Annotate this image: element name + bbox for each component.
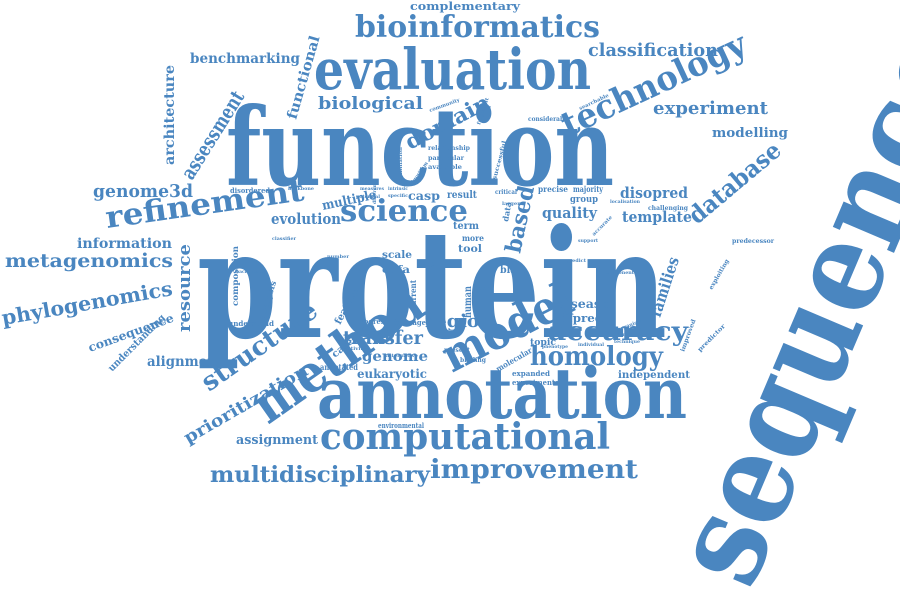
word-challenging: challenging bbox=[648, 205, 689, 212]
word-larger: larger bbox=[502, 201, 520, 207]
word-genome: genome bbox=[362, 349, 428, 365]
word-genome3d: genome3d bbox=[93, 181, 193, 202]
word-show: show bbox=[474, 285, 493, 292]
word-majority: majority bbox=[573, 184, 603, 194]
word-relationship: relationship bbox=[428, 145, 470, 152]
word-predictor: predictor bbox=[696, 322, 727, 353]
word-composition: composition bbox=[230, 246, 240, 306]
word-biological: biological bbox=[318, 94, 424, 114]
word-activity: activity bbox=[344, 346, 367, 352]
word-structural: structural bbox=[618, 332, 644, 338]
word-technique: technique bbox=[614, 339, 640, 345]
word-modelling: modelling bbox=[712, 126, 788, 141]
word-ffpred: ffpred bbox=[563, 312, 603, 325]
word-human: human bbox=[463, 285, 474, 318]
word-complementary: complementary bbox=[410, 0, 521, 13]
word-environmental: environmental bbox=[378, 421, 424, 430]
word-combination: combination bbox=[398, 147, 404, 185]
word-potential: potential bbox=[356, 194, 380, 200]
word-present: present bbox=[444, 347, 470, 354]
word-alignment: alignment bbox=[147, 354, 224, 370]
word-component: component bbox=[604, 270, 635, 276]
word-idrs: idrs bbox=[429, 261, 436, 280]
word-database: database bbox=[682, 135, 786, 229]
word-benchmarking: benchmarking bbox=[190, 51, 300, 67]
word-independent: independent bbox=[618, 370, 690, 381]
word-phenotype: phenotype bbox=[542, 344, 568, 350]
word-available: available bbox=[428, 164, 462, 171]
word-experiment: experiment bbox=[653, 98, 769, 119]
word-predecessor: predecessor bbox=[732, 238, 775, 245]
word-background: background bbox=[236, 269, 266, 275]
word-casp: casp bbox=[408, 189, 440, 203]
word-coverage: coverage bbox=[392, 318, 427, 327]
word-term: term bbox=[453, 221, 479, 232]
word-precise: precise bbox=[538, 184, 568, 194]
word-evaluation: evaluation bbox=[314, 37, 591, 103]
word-multidisciplinary: multidisciplinary bbox=[210, 462, 431, 488]
word-accuracy: accuracy bbox=[548, 317, 689, 347]
word-different: different bbox=[372, 181, 378, 204]
word-intrinsic: intrinsic bbox=[388, 186, 408, 192]
word-improvement: improvement bbox=[430, 455, 638, 485]
word-group: group bbox=[570, 195, 598, 205]
word-annotated: annotated bbox=[320, 362, 358, 372]
word-bioinformatics: bioinformatics bbox=[355, 10, 600, 45]
word-homology: homology bbox=[530, 342, 664, 372]
word-protein: protein bbox=[197, 197, 667, 373]
word-critical: critical bbox=[495, 189, 518, 196]
word-backbone: backbone bbox=[288, 186, 314, 192]
word-individual: individual bbox=[578, 342, 604, 348]
word-metagenomics: metagenomics bbox=[5, 250, 173, 272]
word-particular: particular bbox=[428, 155, 465, 162]
word-sequence: sequence bbox=[640, 7, 900, 600]
word-specific: specific bbox=[388, 193, 408, 199]
word-classification: classification bbox=[588, 40, 718, 61]
word-support: support bbox=[578, 238, 599, 244]
word-disopred: disopred bbox=[620, 184, 688, 202]
word-result: result bbox=[447, 190, 477, 201]
word-computational: computational bbox=[320, 416, 610, 458]
word-disordered: disordered bbox=[230, 186, 270, 195]
word-scale: scale bbox=[382, 250, 412, 261]
word-exploiting: exploiting bbox=[708, 257, 731, 291]
word-function: function bbox=[226, 85, 614, 211]
word-current: current bbox=[408, 280, 418, 310]
word-predict: predict bbox=[566, 258, 587, 264]
word-considerable: considerable bbox=[528, 116, 570, 123]
word-disease: disease bbox=[557, 297, 609, 311]
word-evolution: evolution bbox=[271, 210, 341, 228]
word-expanded: expanded bbox=[512, 369, 550, 378]
word-binding: binding bbox=[460, 357, 487, 364]
word-localisation: localisation bbox=[610, 199, 640, 205]
word-understand: understand bbox=[228, 319, 274, 328]
word-region: region bbox=[425, 311, 493, 332]
word-blast: blast bbox=[500, 265, 526, 276]
word-more: more bbox=[462, 233, 484, 243]
word-topic: topic bbox=[530, 338, 557, 348]
word-alternative: alternative bbox=[386, 353, 418, 359]
word-quality: quality bbox=[542, 204, 598, 222]
word-cafa: cafa bbox=[382, 265, 411, 276]
word-science: science bbox=[340, 194, 468, 229]
word-number: number bbox=[327, 254, 349, 260]
word-classifier: classifier bbox=[272, 236, 296, 242]
word-architecture: architecture bbox=[162, 65, 178, 165]
word-progress: progress bbox=[356, 317, 388, 326]
word-experimental: experimental bbox=[512, 378, 562, 387]
word-tool: tool bbox=[458, 244, 482, 255]
word-template: template bbox=[622, 208, 692, 226]
word-transfer: transfer bbox=[343, 327, 424, 349]
word-eukaryotic: eukaryotic bbox=[357, 367, 427, 381]
word-resource: resource bbox=[175, 244, 195, 332]
word-data: data bbox=[500, 201, 513, 222]
word-annotation: annotation bbox=[317, 352, 687, 435]
word-measures: measures bbox=[360, 186, 384, 192]
word-assignment: assignment bbox=[236, 433, 318, 448]
word-information: information bbox=[77, 236, 172, 252]
